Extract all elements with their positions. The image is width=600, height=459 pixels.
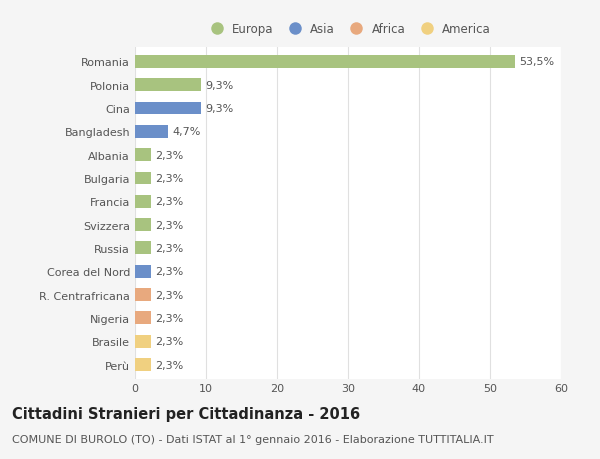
Bar: [135, 358, 151, 371]
Text: 2,3%: 2,3%: [155, 360, 184, 369]
Bar: [135, 242, 151, 255]
Bar: [135, 289, 151, 301]
Text: Cittadini Stranieri per Cittadinanza - 2016: Cittadini Stranieri per Cittadinanza - 2…: [12, 406, 360, 421]
Text: 2,3%: 2,3%: [155, 267, 184, 277]
Bar: [135, 149, 151, 162]
Text: 4,7%: 4,7%: [173, 127, 201, 137]
Bar: [135, 218, 151, 231]
Text: 2,3%: 2,3%: [155, 174, 184, 184]
Text: 2,3%: 2,3%: [155, 313, 184, 323]
Text: 2,3%: 2,3%: [155, 336, 184, 347]
Text: 2,3%: 2,3%: [155, 243, 184, 253]
Text: COMUNE DI BUROLO (TO) - Dati ISTAT al 1° gennaio 2016 - Elaborazione TUTTITALIA.: COMUNE DI BUROLO (TO) - Dati ISTAT al 1°…: [12, 434, 494, 444]
Bar: [135, 196, 151, 208]
Text: 9,3%: 9,3%: [205, 80, 233, 90]
Bar: [135, 126, 169, 138]
Bar: [135, 265, 151, 278]
Text: 2,3%: 2,3%: [155, 150, 184, 160]
Bar: [135, 102, 201, 115]
Bar: [135, 335, 151, 348]
Text: 9,3%: 9,3%: [205, 104, 233, 114]
Bar: [135, 172, 151, 185]
Bar: [135, 312, 151, 325]
Text: 2,3%: 2,3%: [155, 197, 184, 207]
Bar: [135, 56, 515, 68]
Text: 2,3%: 2,3%: [155, 290, 184, 300]
Text: 2,3%: 2,3%: [155, 220, 184, 230]
Bar: [135, 79, 201, 92]
Text: 53,5%: 53,5%: [519, 57, 554, 67]
Legend: Europa, Asia, Africa, America: Europa, Asia, Africa, America: [205, 23, 491, 36]
